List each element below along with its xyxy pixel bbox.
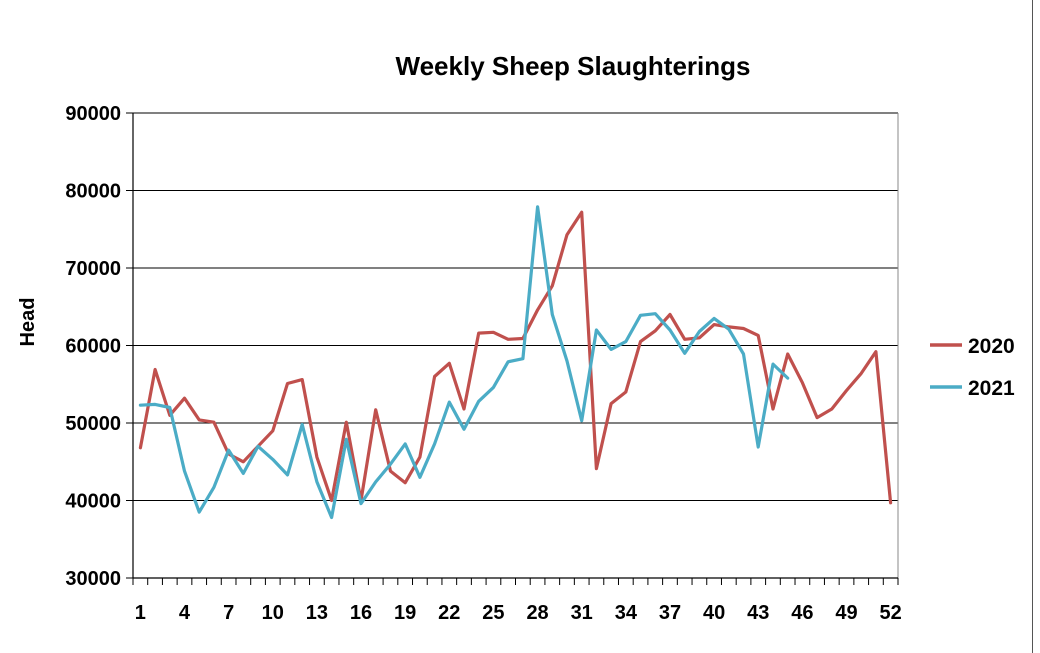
x-tick-label: 31 (571, 602, 593, 624)
x-tick-label: 34 (615, 602, 638, 624)
x-tick-label: 16 (350, 602, 372, 624)
x-tick-label: 10 (262, 602, 284, 624)
x-tick-label: 1 (135, 602, 146, 624)
x-tick-label: 49 (835, 602, 857, 624)
x-tick-label: 46 (791, 602, 813, 624)
chart-title: Weekly Sheep Slaughterings (396, 51, 751, 81)
series-line-2021 (138, 205, 790, 520)
x-tick-label: 19 (394, 602, 416, 624)
x-tick-label: 4 (179, 602, 191, 624)
y-tick-label: 60000 (65, 336, 121, 358)
series-line-2020 (138, 210, 893, 505)
x-tick-label: 7 (223, 602, 234, 624)
x-tick-label: 43 (747, 602, 769, 624)
axes (126, 112, 899, 585)
legend-label-2021: 2021 (968, 377, 1015, 400)
x-tick-label: 25 (482, 602, 504, 624)
y-tick-label: 70000 (65, 258, 121, 280)
y-tick-label: 40000 (65, 491, 121, 513)
y-axis-label: Head (17, 298, 39, 347)
y-tick-label: 30000 (65, 568, 121, 590)
series-lines (138, 205, 893, 520)
x-tick-label: 37 (659, 602, 681, 624)
x-tick-label: 52 (880, 602, 902, 624)
y-tick-label: 80000 (65, 181, 121, 203)
y-tick-label: 90000 (65, 103, 121, 125)
tick-labels: 90000 80000 70000 60000 50000 40000 30000 1 4 7 10… (65, 103, 901, 624)
legend-label-2020: 2020 (968, 335, 1015, 358)
x-tick-label: 28 (526, 602, 548, 624)
legend: 2020 2021 (930, 335, 1015, 400)
y-tick-label: 50000 (65, 413, 121, 435)
x-tick-label: 40 (703, 602, 725, 624)
x-tick-label: 22 (438, 602, 460, 624)
gridlines (133, 112, 898, 501)
x-tick-label: 13 (306, 602, 328, 624)
